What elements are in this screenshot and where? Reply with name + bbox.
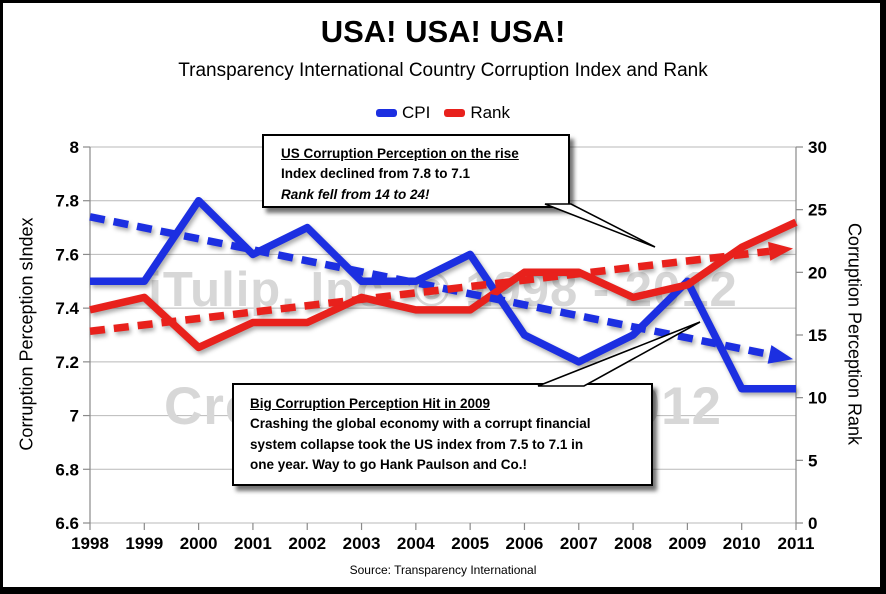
legend-swatch-cpi xyxy=(375,109,397,117)
left-axis-title: Corruption Perception sIndex xyxy=(16,217,37,451)
watermark-itulip: iTulip, Inc. © 1998 - 2012 xyxy=(148,263,738,317)
legend-swatch-rank xyxy=(444,109,466,117)
callout-bottom-line2: system collapse took the US index from 7… xyxy=(250,436,584,452)
chart-subtitle: Transparency International Country Corru… xyxy=(178,60,708,81)
callout-top-line2: Rank fell from 14 to 24! xyxy=(281,186,430,202)
callout-bottom-box: Big Corruption Perception Hit in 2009 Cr… xyxy=(232,383,653,486)
callout-bottom-title: Big Corruption Perception Hit in 2009 xyxy=(250,396,491,411)
legend: CPI Rank xyxy=(0,103,886,123)
legend-label-cpi: CPI xyxy=(401,103,431,122)
callout-top-box: US Corruption Perception on the rise Ind… xyxy=(262,134,570,208)
source-note: Source: Transparency International xyxy=(349,563,537,577)
legend-label-rank: Rank xyxy=(470,103,511,122)
callout-top-title: US Corruption Perception on the rise xyxy=(281,146,519,161)
chart-title: USA! USA! USA! xyxy=(320,14,566,49)
right-axis-title: Corruption Perception Rank xyxy=(844,222,865,446)
callout-top-line1: Index declined from 7.8 to 7.1 xyxy=(281,166,471,182)
callout-bottom-line1: Crashing the global economy with a corru… xyxy=(250,416,591,432)
callout-bottom-line3: one year. Way to go Hank Paulson and Co.… xyxy=(250,456,528,472)
legend-item-rank: Rank xyxy=(444,103,510,123)
legend-item-cpi: CPI xyxy=(375,103,431,123)
